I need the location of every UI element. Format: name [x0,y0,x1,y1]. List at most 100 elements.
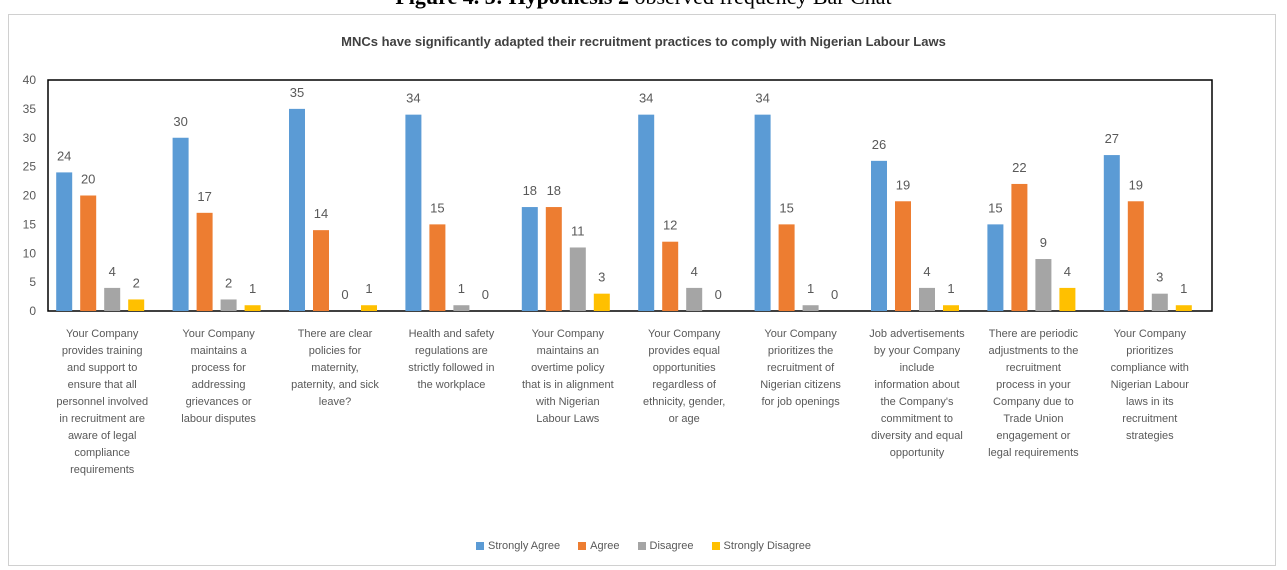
legend-label: Strongly Agree [488,540,561,552]
x-tick-label-line: opportunities [653,362,716,374]
x-tick-label-line: recruitment [1122,413,1177,425]
x-tick-label-line: Your Company [532,328,605,340]
y-tick-label: 40 [23,73,37,87]
bar-strongly-agree [987,224,1004,311]
x-tick-label-line: recruitment [1006,362,1061,374]
y-tick-label: 10 [23,246,37,260]
x-tick-label-line: laws in its [1126,396,1174,408]
data-label: 18 [547,183,561,198]
x-tick-label: Your Company maintains a process for addres… [181,328,256,425]
x-tick-label-line: compliance with [1111,362,1189,374]
bar-disagree [1151,293,1168,311]
y-tick-label: 0 [29,304,36,318]
legend-swatch [637,542,646,550]
bar-strongly-agree [754,114,771,312]
y-tick-label: 30 [23,131,37,145]
x-tick-label: Health and safety regulations are strictly… [408,328,494,391]
x-tick-label-line: personnel involved [56,396,148,408]
x-tick-label: Your Company maintains an overtime policy t… [522,328,614,425]
data-label: 3 [1156,270,1163,285]
legend-label: Disagree [649,540,694,552]
data-label: 1 [365,281,372,296]
x-tick-label-line: regulations are [415,345,488,357]
bar-agree [545,207,562,311]
bar-strongly-agree [638,114,655,312]
bar-agree [778,224,795,311]
x-tick-label-line: for job openings [761,396,840,408]
legend-swatch [578,542,587,550]
x-tick-label: There are periodic adjustments to the recr… [988,328,1079,459]
data-label: 1 [807,281,814,296]
figure-caption-rest: observed frequency Bar Chat [629,0,891,9]
x-tick-label-line: provides training [62,345,143,357]
legend-label: Strongly Disagree [723,540,811,552]
bar-strongly-disagree [943,305,959,311]
x-tick-label: Your Company prioritizes compliance with Ni… [1111,328,1190,442]
data-label: 14 [314,206,328,221]
x-tick-label-line: Your Company [182,328,255,340]
x-tick-label-line: Your Company [648,328,721,340]
x-tick-label-line: provides equal [648,345,720,357]
bar-agree [80,195,97,311]
x-tick-label-line: addressing [192,379,246,391]
bar-disagree [686,287,703,311]
bar-strongly-disagree [593,293,610,311]
x-tick-label: Job advertisements by your Company include… [869,328,965,459]
x-tick-label-line: engagement or [996,430,1070,442]
figure-caption-bold: Figure 4. 3: Hypothesis 2 [395,0,629,9]
x-tick-label-line: legal requirements [988,447,1079,459]
figure-caption: Figure 4. 3: Hypothesis 2 observed frequ… [0,0,1287,10]
x-tick-label-line: process for [191,362,246,374]
x-tick-label-line: maintains a [190,345,247,357]
bar-strongly-agree [871,160,887,311]
data-label: 11 [571,223,585,238]
legend-item: Agree [578,540,620,552]
data-label: 0 [341,287,348,302]
x-tick-label-line: include [900,362,935,374]
data-label: 15 [988,200,1002,215]
data-label: 26 [872,137,886,152]
bar-strongly-agree [172,137,189,311]
x-tick-label-line: overtime policy [531,362,605,374]
y-tick-label: 5 [29,275,36,289]
data-label: 0 [715,287,722,302]
x-tick-label-line: opportunity [890,447,945,459]
x-tick-label-line: policies for [309,345,362,357]
x-tick-label-line: Trade Union [1003,413,1063,425]
bar-agree [662,241,679,311]
bar-strongly-agree [56,172,73,311]
bar-strongly-agree [405,114,422,312]
legend-swatch [476,542,484,550]
data-label: 2 [133,275,140,290]
bar-strongly-disagree [361,305,377,311]
legend-item: Strongly Agree [476,540,560,552]
y-tick-label: 25 [23,160,37,174]
x-tick-label-line: compliance [74,447,130,459]
x-tick-label-line: Labour Laws [536,413,599,425]
x-tick-label-line: prioritizes the [768,345,833,357]
data-label: 17 [197,189,211,204]
x-tick-label-line: strategies [1126,430,1174,442]
data-label: 3 [598,270,605,285]
bar-disagree [453,305,470,311]
data-label: 1 [458,281,465,296]
x-tick-label-line: requirements [70,464,135,476]
x-tick-label: Your Company provides training and support… [56,328,148,476]
data-label: 12 [663,218,677,233]
data-label: 27 [1105,131,1119,146]
chart-legend: Strongly Agree Agree Disagree Strongly Disa… [0,540,1287,552]
x-tick-label-line: Your Company [764,328,837,340]
data-label: 1 [249,281,256,296]
legend-item: Disagree [637,540,694,552]
data-label: 34 [755,91,769,106]
bar-strongly-disagree [1059,287,1076,311]
x-tick-label-line: Your Company [66,328,139,340]
x-tick-label-line: Nigerian Labour [1111,379,1190,391]
x-tick-label-line: strictly followed in [408,362,494,374]
data-label: 0 [482,287,489,302]
x-tick-label-line: maintains an [537,345,599,357]
data-label: 1 [947,281,954,296]
bar-disagree [104,287,121,311]
data-label: 4 [923,264,930,279]
bar-disagree [569,247,586,311]
